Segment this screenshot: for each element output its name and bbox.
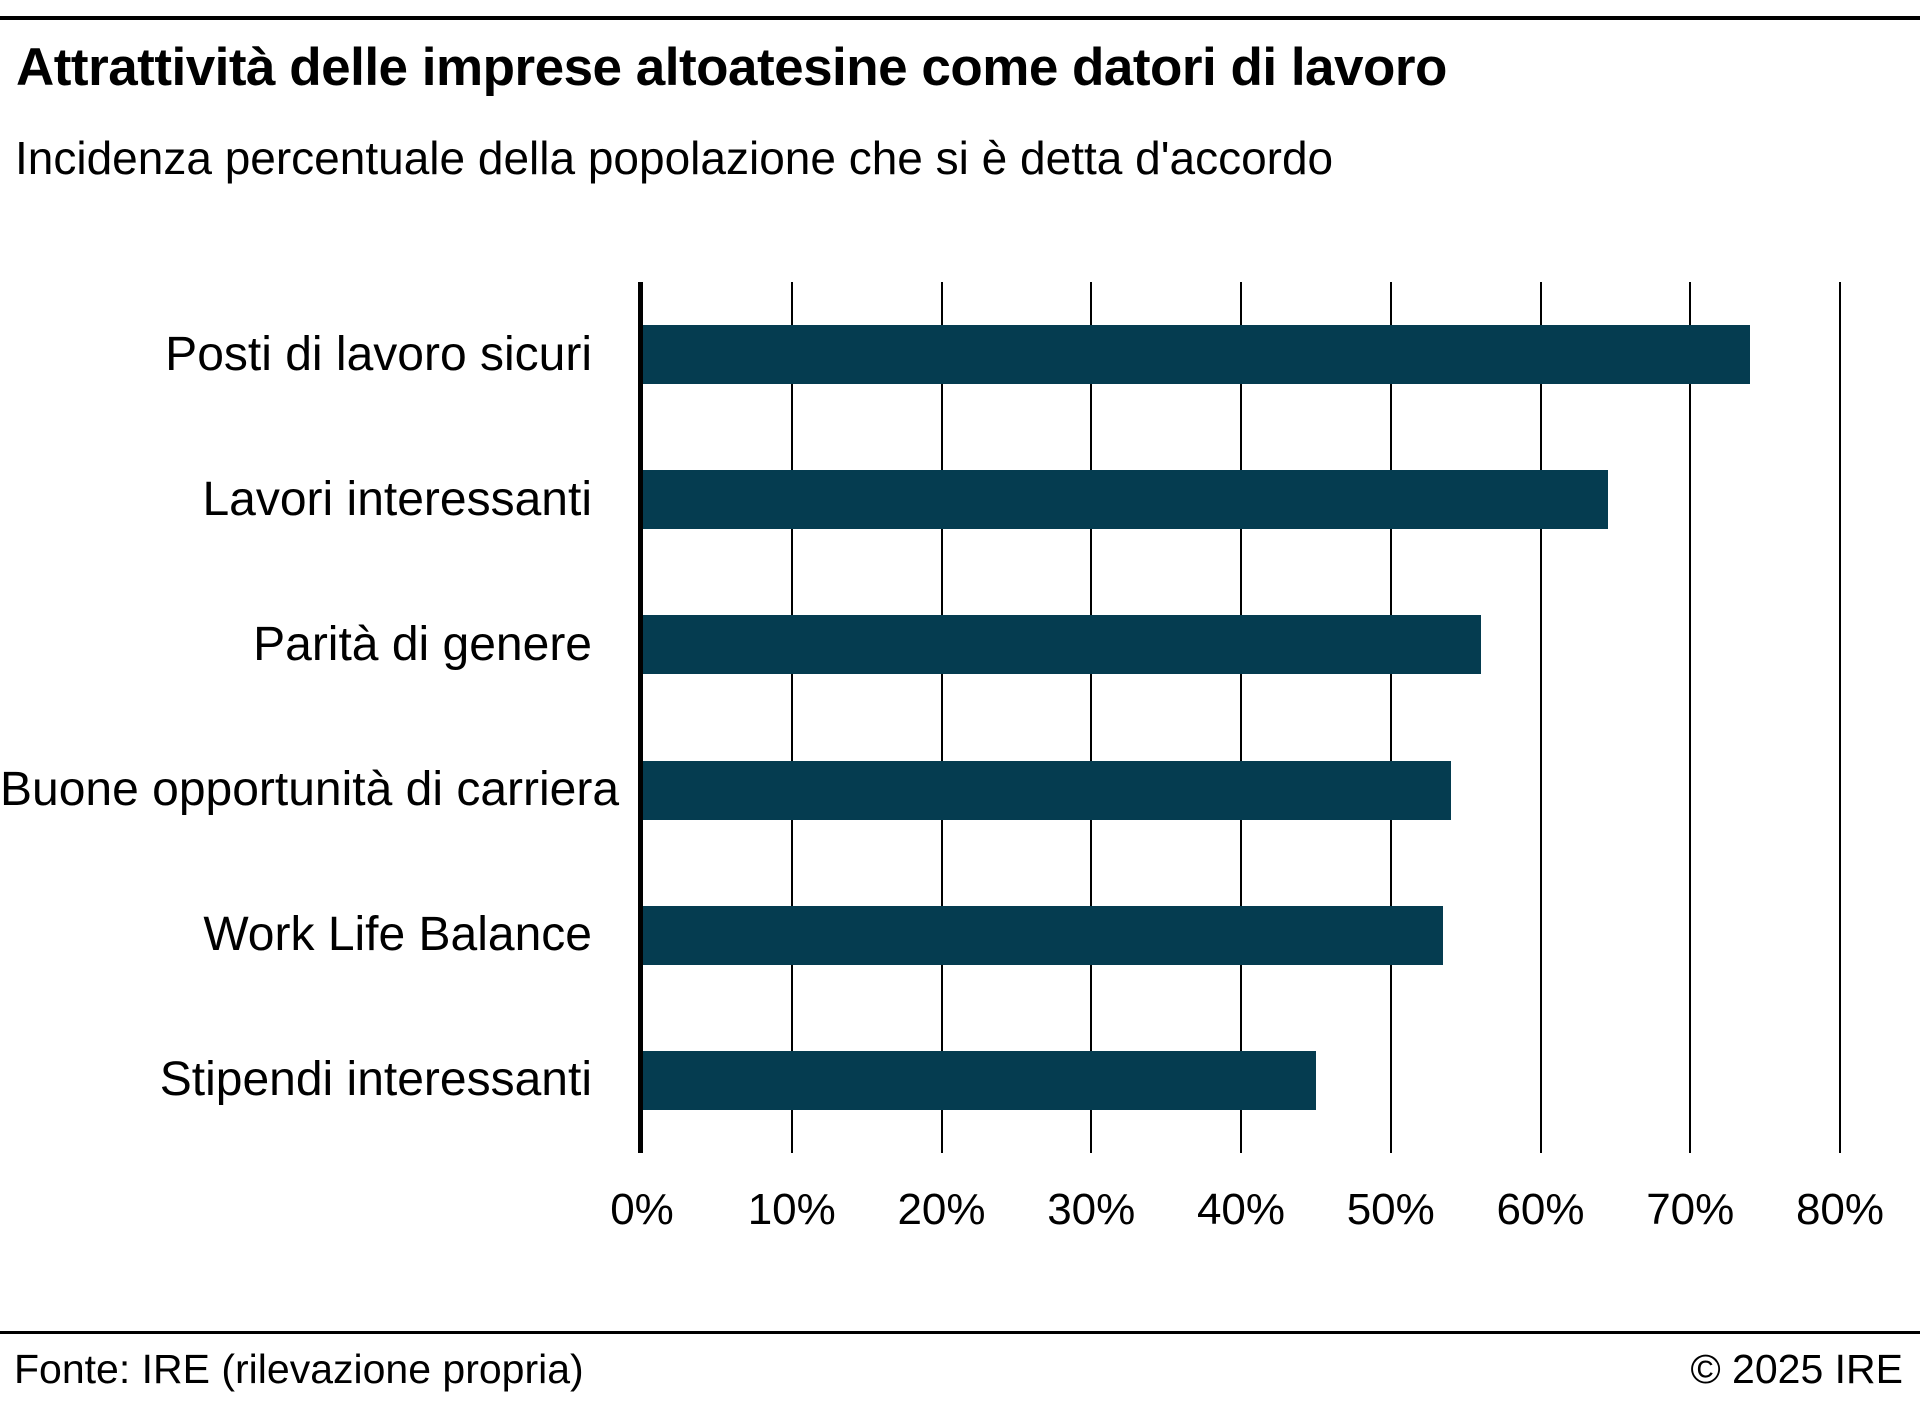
bar [642,325,1751,385]
gridline-30% [1090,282,1093,1153]
gridline-20% [940,282,943,1153]
category-label: Posti di lavoro sicuri [165,327,592,381]
bar [642,470,1608,530]
footer-divider [0,1331,1920,1334]
x-tick-label: 20% [897,1185,986,1234]
y-axis-line [638,282,643,1153]
x-tick-label: 10% [747,1185,836,1234]
gridline-40% [1240,282,1242,1153]
top-divider [0,16,1920,20]
gridline-60% [1539,282,1542,1153]
gridline-10% [790,282,793,1153]
category-label: Lavori interessanti [202,472,592,526]
category-label: Parità di genere [253,617,592,671]
gridline-70% [1689,282,1692,1153]
chart-title: Attrattività delle imprese altoatesine c… [16,38,1447,97]
gridline-50% [1389,282,1392,1153]
x-tick-label: 40% [1196,1185,1286,1234]
gridline-80% [1839,282,1841,1153]
x-tick-label: 60% [1496,1185,1585,1234]
category-label: Buone opportunità di carriera [0,763,620,817]
x-tick-label: 0% [610,1185,674,1234]
bar-chart-plot [638,282,1841,1153]
copyright-note: © 2025 IRE [1690,1346,1903,1392]
source-note: Fonte: IRE (rilevazione propria) [14,1346,584,1392]
bar [642,905,1444,965]
x-tick-label: 80% [1795,1185,1885,1234]
bar [642,1050,1316,1110]
x-tick-label: 50% [1346,1185,1435,1234]
x-tick-label: 30% [1047,1185,1136,1234]
x-tick-label: 70% [1646,1185,1735,1234]
chart-subtitle: Incidenza percentuale della popolazione … [15,132,1334,184]
category-label: Work Life Balance [203,908,592,962]
bar [642,615,1481,675]
bar [642,760,1451,820]
category-label: Stipendi interessanti [159,1053,592,1107]
